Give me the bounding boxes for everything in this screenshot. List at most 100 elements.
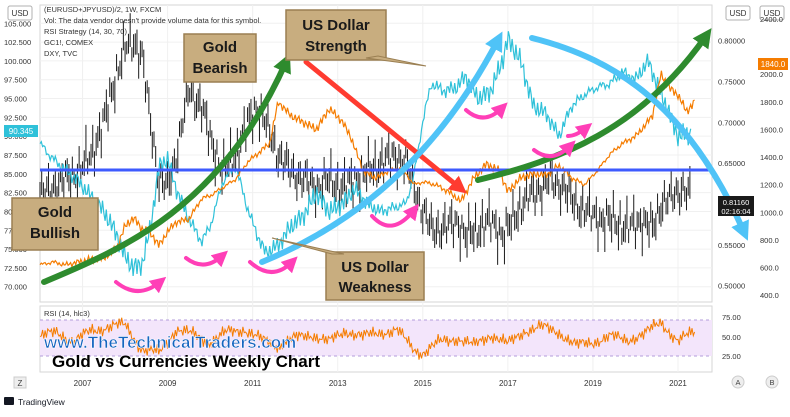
left-tick-3: 97.500	[4, 76, 27, 85]
pink-swoosh-6	[532, 140, 576, 158]
year-label-2011: 2011	[244, 379, 262, 388]
year-label-2021: 2021	[669, 379, 687, 388]
z-button-label: Z	[18, 379, 23, 388]
rsi-legend: RSI (14, hlc3)	[44, 309, 90, 318]
right-inner-tick-3: 0.65000	[718, 159, 745, 168]
right-outer-tick-7: 800.0	[760, 236, 779, 245]
gold-last-value: 1840.0	[761, 60, 786, 69]
left-tick-9: 82.500	[4, 189, 27, 198]
gold-bearish-line-1: Gold	[203, 39, 237, 56]
usd-weakness-line-1: US Dollar	[341, 259, 409, 276]
gold-bullish-arrow	[41, 53, 291, 285]
right-scale-badge-2[interactable]: USD	[759, 5, 785, 21]
left-price-axis[interactable]: 105.000 102.500 100.000 97.500 95.000 92.500 9…	[4, 19, 31, 291]
gold-bearish-callout: Gold Bearish	[183, 33, 257, 83]
rsi-tick-50: 50.00	[722, 333, 741, 342]
left-scale-label: USD	[12, 9, 29, 18]
left-tick-2: 100.000	[4, 57, 31, 66]
usd-strength-line-1: US Dollar	[302, 17, 370, 34]
right-outer-tick-9: 400.0	[760, 291, 779, 300]
current-price-value: 0.81160	[723, 198, 750, 207]
right-outer-tick-8: 600.0	[760, 264, 779, 273]
left-tick-8: 85.000	[4, 170, 27, 179]
right-scale-label-2: USD	[764, 9, 781, 18]
right-price-axis-inner[interactable]: 0.800000.750000.700000.650000.600000.550…	[718, 37, 745, 291]
gold-bullish-arrow-2	[475, 28, 712, 183]
time-axis[interactable]: 2007 2009 2011 2013 2015 2017 2019 2021	[74, 379, 688, 388]
rsi-tick-25: 25.00	[722, 352, 741, 361]
right-scale-badge-1[interactable]: USD	[725, 5, 751, 21]
usd-weakness-callout: US Dollar Weakness	[271, 237, 425, 301]
rsi-line	[39, 317, 696, 360]
z-button[interactable]: Z	[13, 376, 27, 389]
site-watermark: www.TheTechnicalTraders.com	[43, 333, 296, 352]
auto-scale-label: A	[735, 378, 740, 387]
legend-line-2: Vol: The data vendor doesn't provide vol…	[44, 16, 261, 25]
pink-swoosh-7	[566, 123, 593, 140]
year-label-2015: 2015	[414, 379, 432, 388]
dxy-last-value: 90.345	[9, 127, 34, 136]
left-tick-4: 95.000	[4, 95, 27, 104]
left-tick-14: 70.000	[4, 283, 27, 292]
current-price-tag[interactable]: 0.81160 02:16:04	[718, 196, 754, 216]
usd-weakness-line-2: Weakness	[338, 279, 411, 296]
series-legend[interactable]: (EURUSD+JPYUSD)/2, 1W, FXCM Vol: The dat…	[44, 5, 261, 58]
year-label-2013: 2013	[329, 379, 347, 388]
left-scale-badge[interactable]: USD	[7, 5, 33, 21]
pink-swoosh-4	[370, 203, 419, 228]
brand-name: TradingView	[18, 397, 66, 407]
tradingview-brand[interactable]: TradingView	[4, 397, 66, 407]
dxy-line	[39, 31, 692, 276]
right-inner-tick-2: 0.70000	[718, 118, 745, 127]
legend-line-3: RSI Strategy (14, 30, 70)	[44, 27, 127, 36]
right-outer-tick-2: 1800.0	[760, 98, 783, 107]
left-tick-1: 102.500	[4, 38, 31, 47]
left-tick-5: 92.500	[4, 113, 27, 122]
right-outer-tick-0: 2400.0	[760, 15, 783, 24]
year-label-2009: 2009	[159, 379, 177, 388]
right-outer-tick-5: 1200.0	[760, 181, 783, 190]
left-tick-0: 105.000	[4, 19, 31, 28]
legend-line-5: DXY, TVC	[44, 49, 78, 58]
chart-subtitle: Gold vs Currencies Weekly Chart	[52, 352, 320, 371]
right-inner-tick-0: 0.80000	[718, 37, 745, 46]
usd-weakness-arrow	[529, 35, 749, 241]
right-inner-tick-1: 0.75000	[718, 77, 745, 86]
right-inner-tick-5: 0.55000	[718, 241, 745, 250]
right-outer-tick-4: 1400.0	[760, 153, 783, 162]
gold-bearish-line-2: Bearish	[192, 60, 247, 77]
year-label-2019: 2019	[584, 379, 602, 388]
usd-strength-callout: US Dollar Strength	[285, 9, 427, 67]
right-inner-tick-6: 0.50000	[718, 282, 745, 291]
pink-swoosh-5	[464, 102, 508, 120]
gold-bullish-line-2: Bullish	[30, 225, 80, 242]
b-button-label: B	[769, 378, 774, 387]
pink-swoosh-2	[184, 250, 228, 268]
gold-bullish-callout: Gold Bullish	[11, 197, 99, 251]
eurjpy-price-bars	[39, 13, 691, 265]
right-outer-tick-1: 2000.0	[760, 70, 783, 79]
left-tick-13: 72.500	[4, 264, 27, 273]
auto-scale-button[interactable]: A	[731, 375, 745, 389]
pink-swoosh-3	[248, 256, 298, 274]
tradingview-logo-icon	[4, 397, 14, 405]
left-tick-7: 87.500	[4, 151, 27, 160]
legend-line-4: GC1!, COMEX	[44, 38, 93, 47]
b-button[interactable]: B	[765, 375, 779, 389]
right-scale-label-1: USD	[730, 9, 747, 18]
gold-bullish-line-1: Gold	[38, 204, 72, 221]
gold-last-price-tag[interactable]: 1840.0	[758, 58, 788, 70]
right-outer-tick-6: 1000.0	[760, 208, 783, 217]
gold-bearish-arrow	[303, 59, 467, 194]
legend-line-1: (EURUSD+JPYUSD)/2, 1W, FXCM	[44, 5, 161, 14]
usd-strength-line-2: Strength	[305, 38, 367, 55]
year-label-2007: 2007	[74, 379, 92, 388]
pink-swoosh-1	[114, 276, 167, 294]
usd-strength-arrow	[259, 31, 503, 265]
year-label-2017: 2017	[499, 379, 517, 388]
dxy-last-price-tag[interactable]: 90.345	[4, 125, 38, 137]
bar-countdown: 02:16:04	[721, 207, 750, 216]
right-price-axis-outer[interactable]: 2400.0 2000.0 1800.0 1600.0 1400.0 1200.0 1000…	[760, 15, 783, 300]
